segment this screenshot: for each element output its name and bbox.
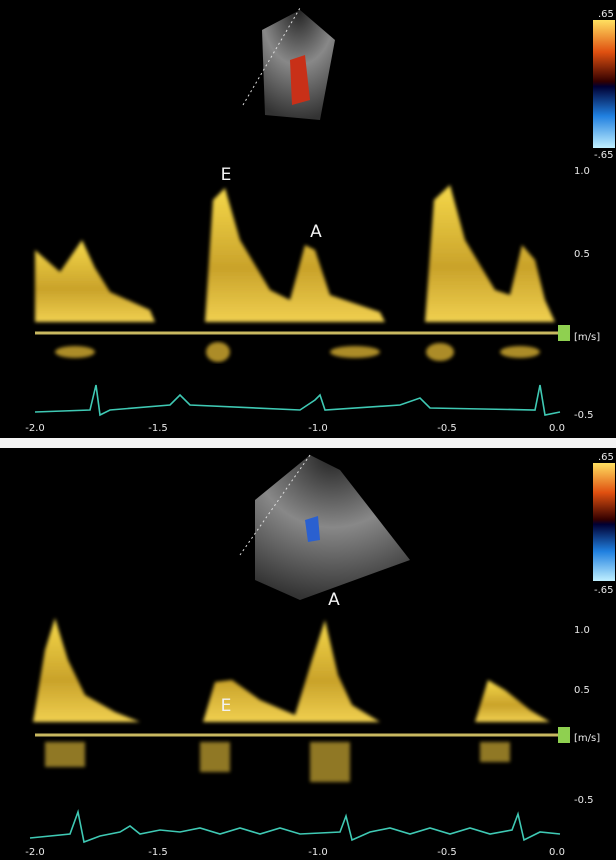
velocity-label: 1.0 <box>574 625 590 636</box>
color-scale-top: .65 <box>598 9 614 20</box>
label-e: E <box>221 696 232 716</box>
color-bar <box>593 20 615 148</box>
velocity-label: -0.5 <box>574 410 594 421</box>
label-a: A <box>310 222 322 242</box>
label-e: E <box>221 165 232 185</box>
color-scale-bottom: -.65 <box>594 150 614 161</box>
time-label: -0.5 <box>437 423 457 434</box>
color-scale-top: .65 <box>598 452 614 463</box>
time-label: 0.0 <box>549 423 565 434</box>
color-scale-bottom: -.65 <box>594 585 614 596</box>
color-bar <box>593 463 615 581</box>
velocity-label: 0.5 <box>574 249 590 260</box>
velocity-label: 0.5 <box>574 685 590 696</box>
label-a: A <box>328 590 340 610</box>
time-label: -2.0 <box>25 423 45 434</box>
separator <box>0 438 616 448</box>
velocity-label: [m/s] <box>574 332 600 343</box>
time-label: 0.0 <box>549 847 565 858</box>
velocity-label: -0.5 <box>574 795 594 806</box>
time-label: -1.0 <box>308 847 328 858</box>
time-label: -1.5 <box>148 423 168 434</box>
doppler-screenshot: .65 -.65 E A 1.0 0.5 [m/s] -0.5 -2.0 -1.… <box>0 0 616 860</box>
time-label: -2.0 <box>25 847 45 858</box>
baseline-marker <box>558 325 570 341</box>
velocity-label: 1.0 <box>574 166 590 177</box>
time-label: -1.0 <box>308 423 328 434</box>
time-label: -0.5 <box>437 847 457 858</box>
baseline-marker <box>558 727 570 743</box>
time-label: -1.5 <box>148 847 168 858</box>
velocity-label: [m/s] <box>574 733 600 744</box>
